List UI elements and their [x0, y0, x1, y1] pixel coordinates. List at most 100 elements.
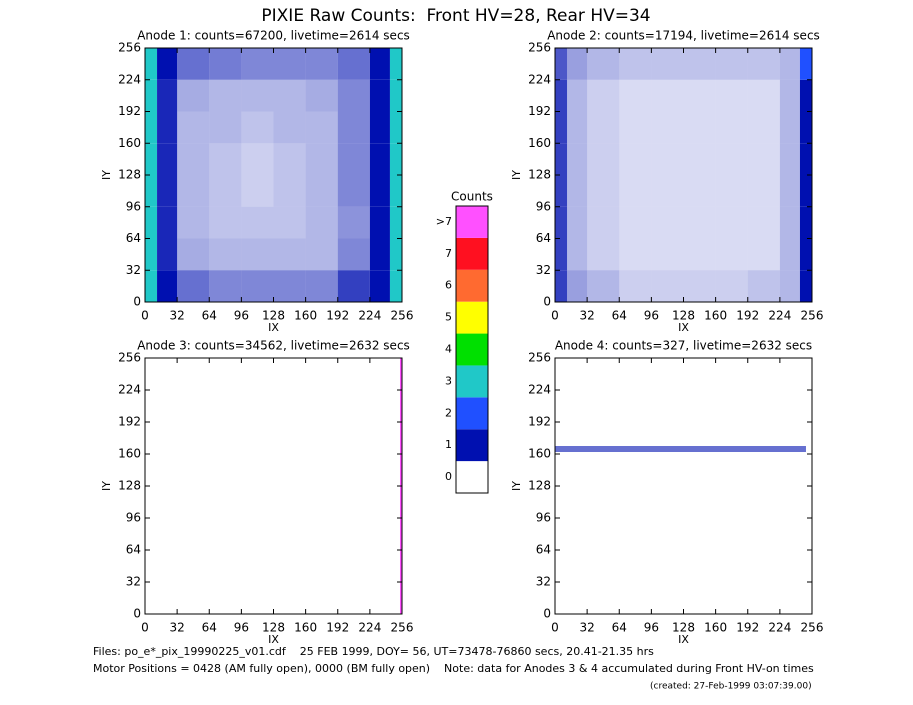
y-tick-label: 0: [543, 295, 551, 309]
count-cell: [157, 270, 178, 302]
y-tick-label: 128: [528, 479, 551, 493]
count-cell: [555, 111, 568, 144]
count-cell: [651, 175, 684, 207]
y-tick-label: 128: [118, 479, 141, 493]
count-cell: [806, 446, 812, 452]
count-cell: [567, 143, 588, 175]
count-cell: [369, 270, 390, 302]
y-tick-label: 256: [118, 41, 141, 55]
colorbar-label: 1: [445, 438, 452, 451]
plot-title: Anode 3: counts=34562, livetime=2632 sec…: [137, 339, 410, 353]
y-tick-label: 0: [133, 607, 141, 621]
y-axis-label: IY: [510, 481, 523, 491]
count-cell: [715, 238, 748, 271]
x-tick-label: 256: [801, 309, 824, 323]
count-cell: [157, 48, 178, 80]
count-cell: [273, 143, 306, 175]
y-tick-label: 64: [536, 231, 551, 245]
count-cell: [555, 175, 568, 207]
x-tick-label: 0: [141, 309, 149, 323]
y-tick-label: 32: [126, 263, 141, 277]
count-cell: [389, 238, 402, 271]
count-cell: [651, 143, 684, 175]
y-tick-label: 32: [536, 575, 551, 589]
y-tick-label: 192: [528, 104, 551, 118]
count-cell: [619, 206, 652, 239]
colorbar-label: 0: [445, 470, 452, 483]
count-cell: [555, 358, 806, 446]
count-cell: [715, 143, 748, 175]
count-cell: [555, 446, 806, 452]
count-cell: [799, 143, 812, 175]
count-cell: [337, 206, 370, 239]
x-tick-label: 96: [644, 309, 659, 323]
count-cell: [799, 206, 812, 239]
count-cell: [337, 143, 370, 175]
count-cell: [715, 206, 748, 239]
count-cell: [273, 79, 306, 112]
count-cell: [715, 270, 748, 302]
count-cell: [177, 48, 210, 80]
y-tick-label: 0: [543, 607, 551, 621]
count-cell: [683, 270, 716, 302]
count-cell: [619, 175, 652, 207]
count-cell: [337, 48, 370, 80]
count-cell: [683, 143, 716, 175]
count-cell: [567, 79, 588, 112]
count-cell: [567, 238, 588, 271]
count-cell: [145, 358, 400, 614]
count-cell: [779, 206, 800, 239]
count-cell: [369, 206, 390, 239]
count-cell: [567, 270, 588, 302]
count-cell: [587, 48, 620, 80]
y-axis-label: IY: [510, 170, 523, 180]
x-tick-label: 128: [672, 621, 695, 635]
x-tick-label: 128: [262, 309, 285, 323]
count-cell: [157, 79, 178, 112]
x-tick-label: 0: [551, 309, 559, 323]
count-cell: [177, 175, 210, 207]
count-cell: [747, 270, 780, 302]
count-cell: [305, 206, 338, 239]
colorbar-label: 7: [445, 247, 452, 260]
count-cell: [337, 111, 370, 144]
y-tick-label: 160: [528, 447, 551, 461]
count-cell: [177, 206, 210, 239]
x-tick-label: 256: [391, 621, 414, 635]
y-tick-label: 64: [536, 543, 551, 557]
count-cell: [209, 79, 242, 112]
count-cell: [683, 175, 716, 207]
x-tick-label: 224: [768, 621, 791, 635]
count-cell: [305, 143, 338, 175]
y-tick-label: 96: [126, 511, 141, 525]
x-tick-label: 192: [326, 621, 349, 635]
count-cell: [567, 206, 588, 239]
x-tick-label: 128: [262, 621, 285, 635]
count-cell: [619, 48, 652, 80]
count-cell: [145, 48, 158, 80]
count-cell: [369, 238, 390, 271]
x-tick-label: 64: [202, 621, 217, 635]
count-cell: [273, 238, 306, 271]
colorbar-frame: [455, 205, 489, 494]
plot-title: Anode 4: counts=327, livetime=2632 secs: [555, 339, 812, 353]
count-cell: [799, 175, 812, 207]
count-cell: [555, 270, 568, 302]
count-cell: [799, 238, 812, 271]
count-cell: [241, 48, 274, 80]
count-cell: [157, 206, 178, 239]
count-cell: [555, 79, 568, 112]
count-cell: [747, 79, 780, 112]
count-cell: [619, 79, 652, 112]
count-cell: [587, 111, 620, 144]
x-tick-label: 0: [141, 621, 149, 635]
count-cell: [587, 270, 620, 302]
count-cell: [389, 206, 402, 239]
footer-motor: Motor Positions = 0428 (AM fully open), …: [93, 662, 814, 675]
count-cell: [177, 270, 210, 302]
x-tick-label: 224: [768, 309, 791, 323]
count-cell: [209, 111, 242, 144]
count-cell: [157, 238, 178, 271]
y-tick-label: 224: [118, 383, 141, 397]
count-cell: [779, 238, 800, 271]
